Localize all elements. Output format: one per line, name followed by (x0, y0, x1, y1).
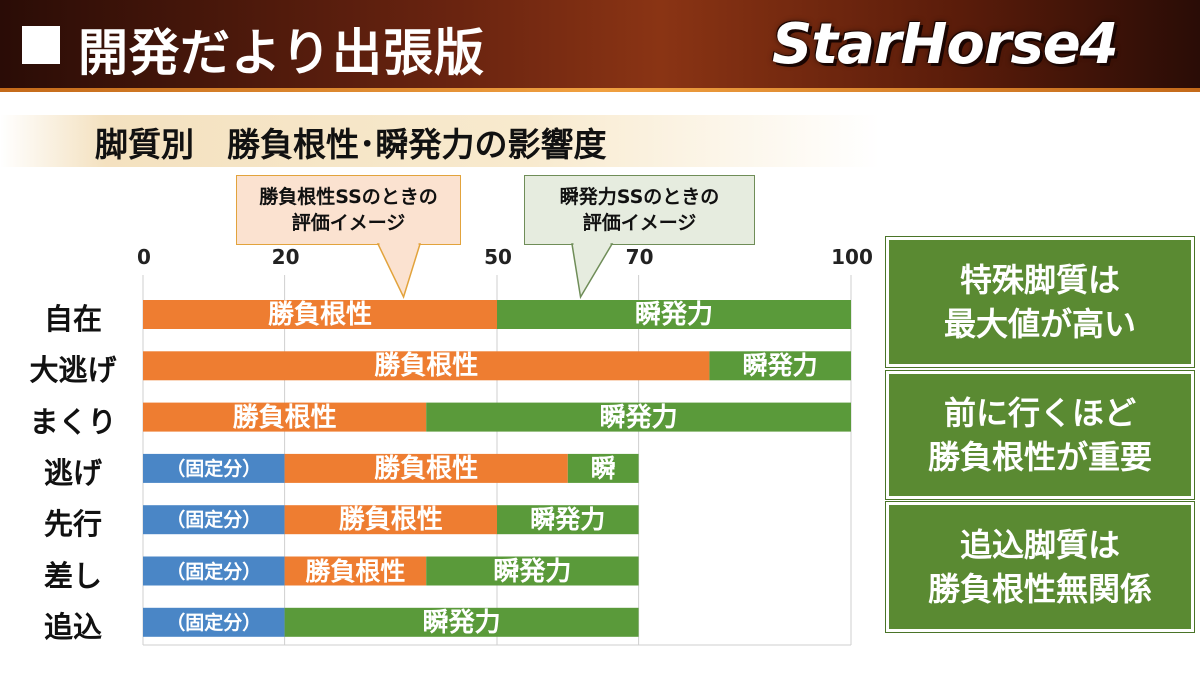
row-label: 逃げ (43, 455, 102, 490)
bar-guts (284, 556, 427, 586)
bar-label-burst: 瞬発力 (742, 351, 818, 381)
callout-guts-line-2: 評価イメージ (291, 212, 406, 234)
callout-guts: 勝負根性SSのときの 評価イメージ (236, 175, 461, 245)
bar-burst (426, 402, 851, 432)
callout-burst-line-1: 瞬発力SSのときの (559, 186, 720, 208)
row-label: まくり (29, 404, 117, 439)
bar-label-guts: 勝負根性 (232, 402, 337, 432)
bar-label-guts: 勝負根性 (374, 351, 479, 381)
x-tick-label: 0 (137, 245, 151, 269)
header-title: 開発だより出張版 (78, 24, 485, 82)
note-3-line-1: 追込脚質は (959, 526, 1120, 564)
callout-burst-line-2: 評価イメージ (582, 212, 697, 234)
callout-burst: 瞬発力SSのときの 評価イメージ (524, 175, 755, 245)
bar-burst (426, 556, 639, 586)
bar-label-guts: 勝負根性 (338, 505, 443, 535)
bar-burst (567, 453, 639, 483)
note-2-line-2: 勝負根性が重要 (927, 438, 1152, 476)
bar-burst (497, 300, 851, 329)
bar-label-guts: 勝負根性 (305, 556, 406, 586)
bar-guts (284, 453, 568, 483)
bar-label-burst: 瞬発力 (422, 607, 501, 637)
bar-fixed (143, 607, 285, 637)
bar-guts (143, 402, 427, 432)
row-label: 差し (43, 558, 102, 593)
callout-arrows (376, 242, 614, 300)
note-1-line-2: 最大値が高い (943, 305, 1136, 343)
header-accent-line (0, 88, 1200, 92)
bar-label-fixed: （固定分） (166, 509, 262, 532)
bar-label-burst: 瞬 (590, 453, 616, 483)
bar-label-burst: 瞬発力 (599, 402, 678, 432)
bar-fixed (143, 453, 285, 483)
bar-label-burst: 瞬発力 (493, 556, 572, 586)
bar-label-burst: 瞬発力 (530, 505, 606, 535)
bar-burst (709, 351, 851, 381)
bar-guts (143, 300, 497, 329)
note-2-line-1: 前に行くほど (943, 394, 1136, 432)
row-label: 先行 (43, 507, 102, 542)
row-label: 自在 (43, 302, 102, 336)
bar-label-fixed: （固定分） (166, 611, 262, 634)
starhorse-logo: StarHorse4 (772, 12, 1119, 77)
subtitle-band (0, 115, 880, 167)
bar-label-burst: 瞬発力 (634, 300, 713, 329)
note-3-line-2: 勝負根性無関係 (927, 570, 1152, 608)
note-special-style: 特殊脚質は 最大値が高い (885, 236, 1195, 368)
callout-guts-line-1: 勝負根性SSのときの (259, 186, 438, 208)
x-tick-label: 20 (271, 245, 300, 269)
bar-label-fixed: （固定分） (166, 560, 262, 583)
header-bar: 開発だより出張版 StarHorse4 (0, 0, 1200, 92)
header-square-icon (22, 26, 60, 64)
note-closer: 追込脚質は 勝負根性無関係 (885, 501, 1195, 633)
bar-burst (284, 607, 639, 637)
x-tick-label: 100 (831, 245, 873, 269)
note-1-line-1: 特殊脚質は (959, 261, 1120, 299)
bar-label-guts: 勝負根性 (374, 453, 479, 483)
row-label: 大逃げ (29, 353, 117, 388)
callout-guts-pointer (376, 243, 422, 300)
note-front-runner: 前に行くほど 勝負根性が重要 (885, 370, 1195, 500)
bar-label-guts: 勝負根性 (267, 300, 372, 329)
chart-title: 脚質別 勝負根性･瞬発力の影響度 (95, 125, 607, 164)
x-tick-label: 50 (484, 245, 512, 269)
bar-fixed (143, 556, 285, 586)
callout-burst-pointer (571, 243, 614, 300)
x-tick-label: 70 (625, 245, 654, 269)
bar-label-fixed: （固定分） (166, 457, 262, 480)
bar-burst (497, 505, 639, 535)
bar-guts (284, 505, 497, 535)
bars-layer (143, 300, 851, 637)
bar-guts (143, 351, 710, 381)
bar-fixed (143, 505, 285, 535)
row-label: 追込 (43, 609, 102, 644)
